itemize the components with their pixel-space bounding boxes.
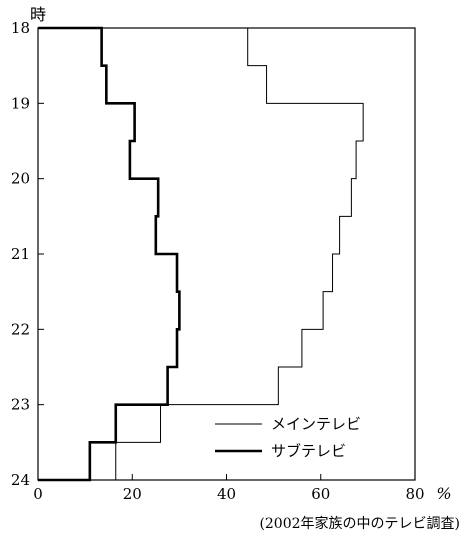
series-line-sub-tv: [38, 26, 181, 482]
x-tick-label: 60: [311, 485, 330, 503]
y-tick-label: 24: [11, 471, 30, 489]
y-tick-label: 18: [11, 19, 30, 37]
axes: [37, 27, 416, 481]
x-tick-label: 40: [217, 485, 236, 503]
x-axis-unit: %: [436, 484, 451, 503]
plot-frame: [37, 27, 416, 481]
x-tick-label: 0: [33, 485, 43, 503]
y-tick-label: 21: [11, 245, 30, 263]
y-tick-label: 19: [11, 94, 30, 112]
x-tick-label: 20: [123, 485, 142, 503]
legend-label: メインテレビ: [271, 415, 361, 433]
series-lines: [38, 26, 364, 482]
y-tick-label: 22: [11, 320, 30, 338]
legend-label: サブテレビ: [271, 442, 346, 460]
y-tick-label: 20: [11, 170, 30, 188]
x-tick-label: 80: [405, 485, 424, 503]
ticks: 18 19 20 21 22 23 240 20 40 60 80: [11, 19, 425, 503]
y-tick-label: 23: [11, 396, 30, 414]
y-axis-unit: 時: [30, 5, 46, 24]
series-line-main-tv: [38, 27, 364, 481]
source-note: (2002年家族の中のテレビ調査): [259, 516, 460, 532]
